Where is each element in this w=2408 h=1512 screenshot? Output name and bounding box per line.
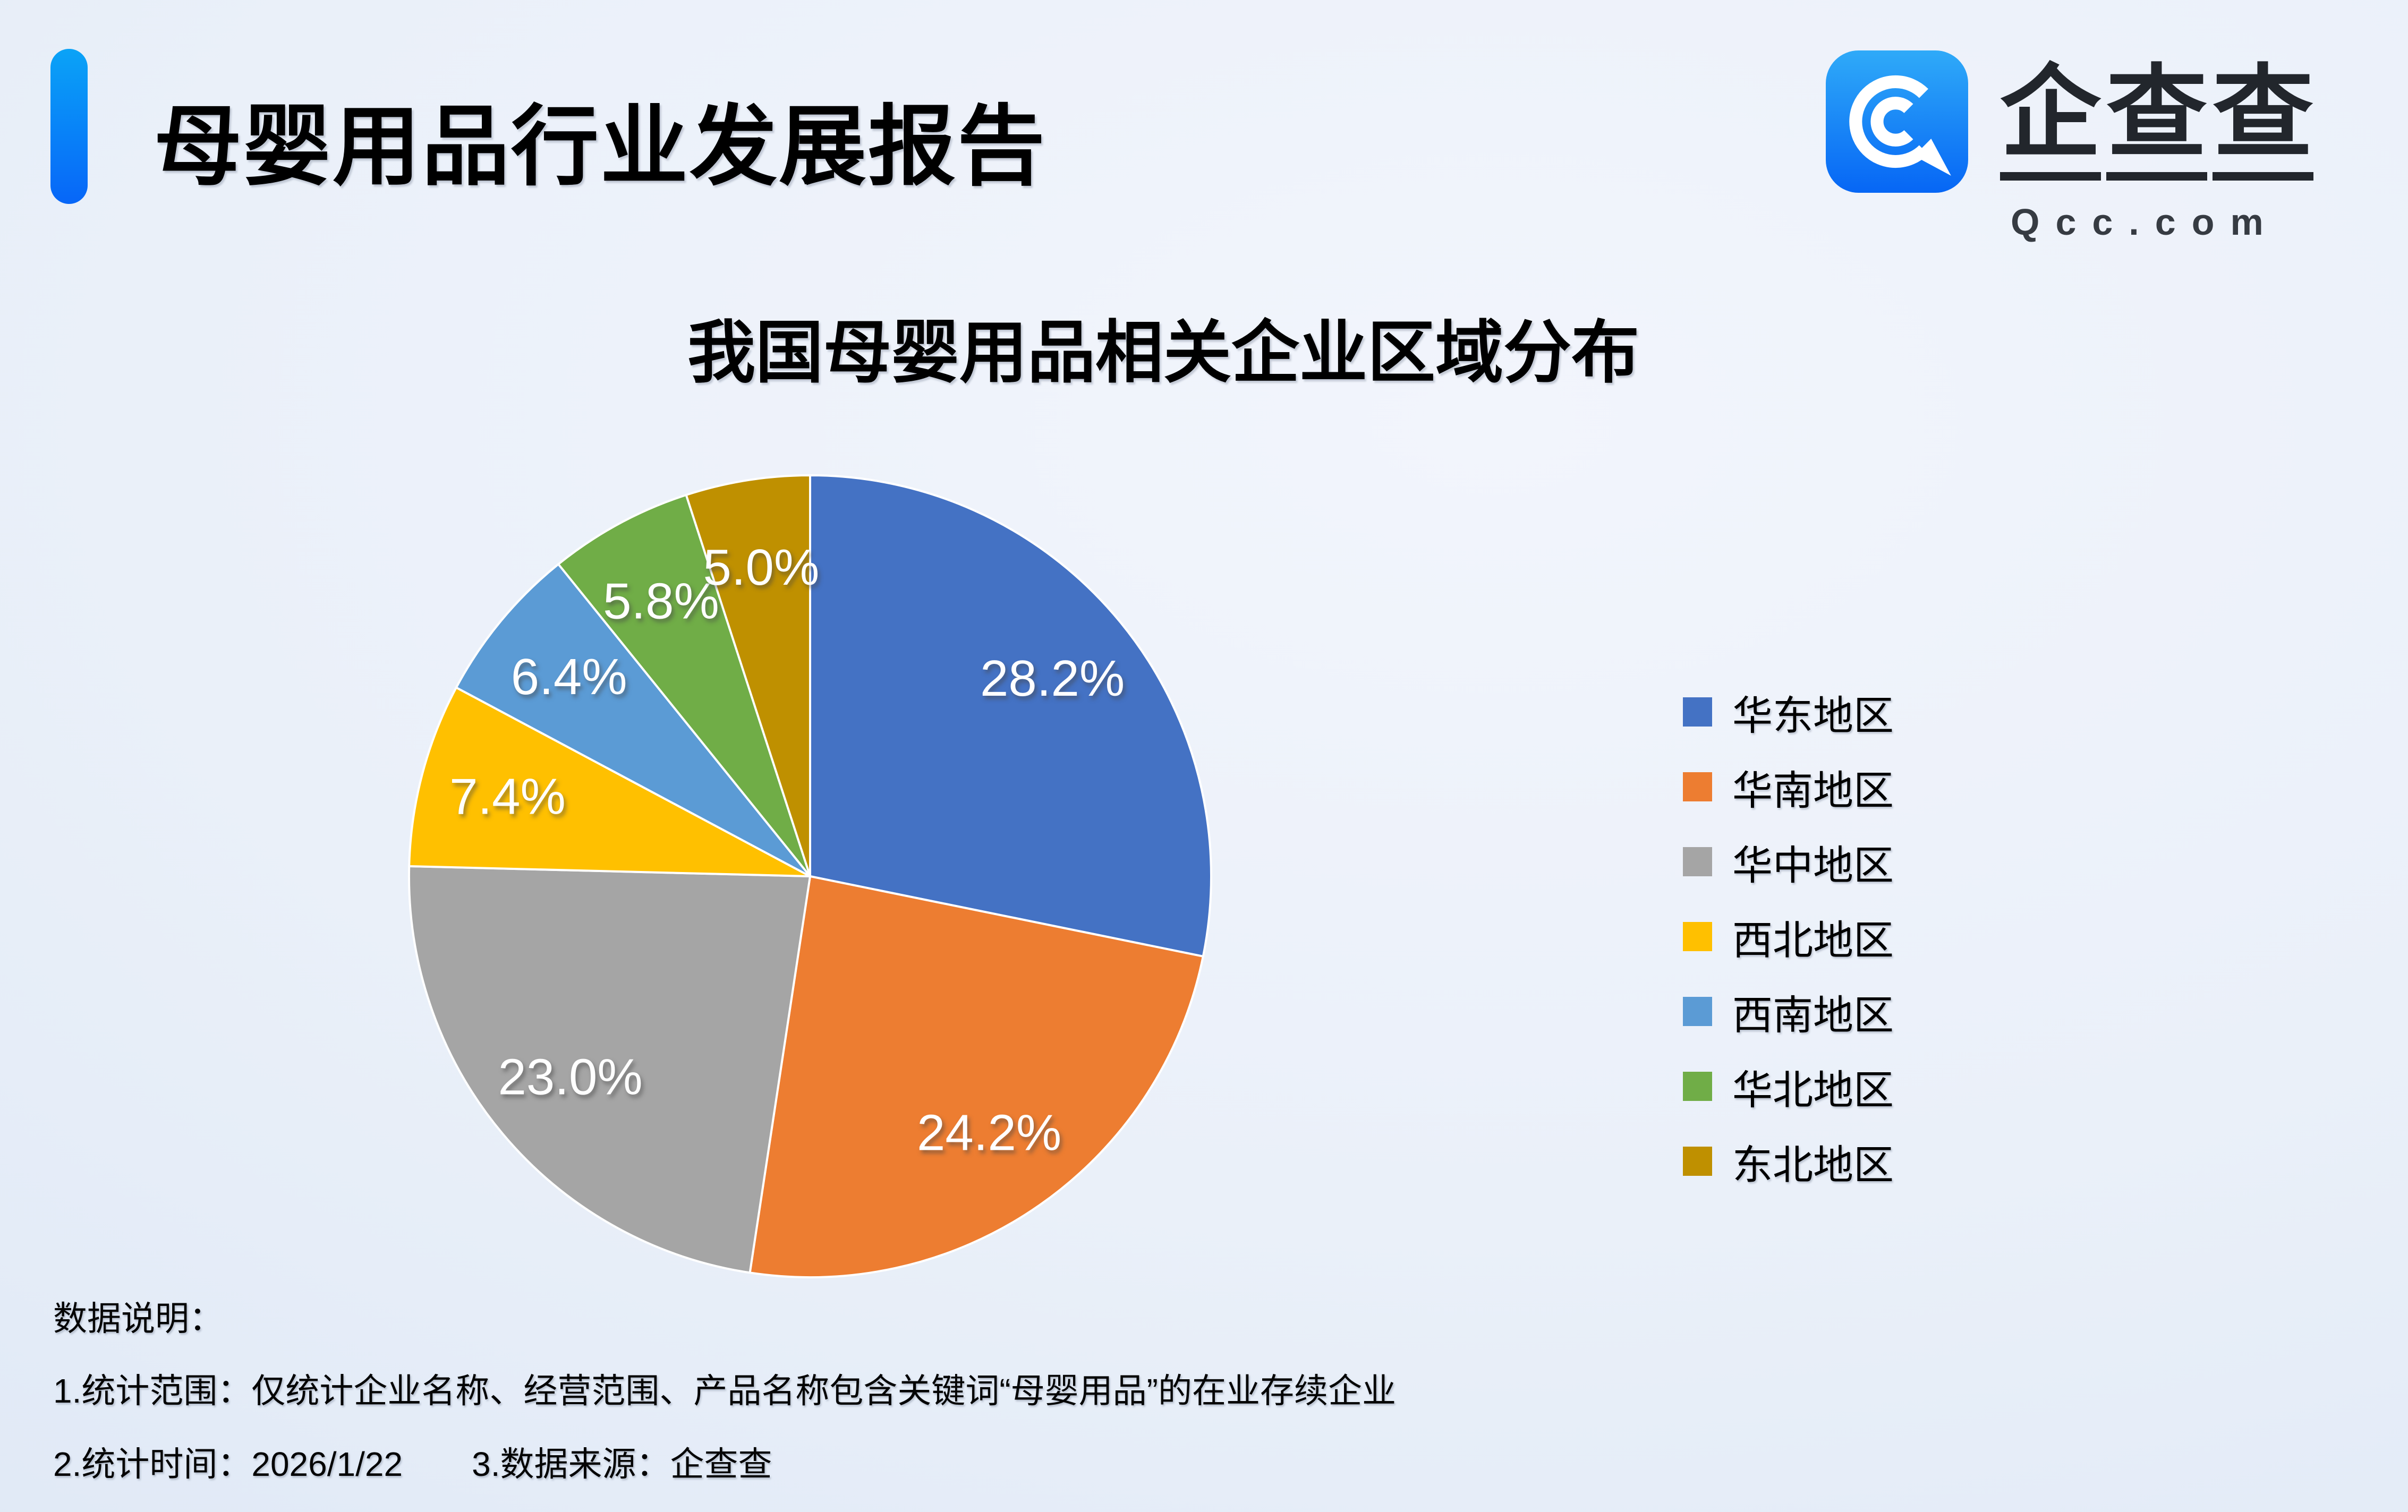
pie-label-4: 7.4% xyxy=(449,768,566,825)
page-title: 母婴用品行业发展报告 xyxy=(154,98,1046,195)
legend-item-3: 华中地区 xyxy=(1683,824,1894,899)
brand-name: 企查查 xyxy=(2000,63,2319,181)
legend-label: 华南地区 xyxy=(1732,768,1894,814)
brand-domain: Qcc.com xyxy=(2011,201,2279,243)
legend-swatch xyxy=(1683,772,1712,801)
brand-name-char: 查 xyxy=(2213,63,2314,181)
footer-note-2a: 2.统计时间：2026/1/22 xyxy=(53,1445,403,1483)
legend-swatch xyxy=(1683,1072,1712,1101)
brand-name-char: 企 xyxy=(2000,63,2101,181)
footer-heading: 数据说明： xyxy=(53,1300,223,1338)
pie-slice-5 xyxy=(455,563,811,877)
pie-slice-3 xyxy=(407,865,811,1274)
pie-label-7: 5.0% xyxy=(703,539,819,596)
footer-note-2b: 3.数据来源：企查查 xyxy=(472,1445,772,1483)
brand-name-char: 查 xyxy=(2106,63,2208,181)
pie-slice-2 xyxy=(748,875,1204,1278)
pie-chart: 28.2% 24.2% 23.0% 7.4% 6.4% 5.8%5.0% xyxy=(407,474,1212,1278)
legend-swatch xyxy=(1683,1147,1712,1176)
qcc-logo-icon xyxy=(1826,50,1968,193)
legend-swatch xyxy=(1683,922,1712,951)
pie-label-2: 24.2% xyxy=(917,1104,1061,1161)
chart-title: 我国母婴用品相关企业区域分布 xyxy=(687,315,1639,391)
pie-slice-4 xyxy=(408,686,811,877)
legend-item-5: 西南地区 xyxy=(1683,974,1894,1049)
legend-swatch xyxy=(1683,997,1712,1026)
pie-label-5: 6.4% xyxy=(511,648,627,705)
legend-item-2: 华南地区 xyxy=(1683,749,1894,824)
legend-item-1: 华东地区 xyxy=(1683,674,1894,749)
footer-note-1: 1.统计范围：仅统计企业名称、经营范围、产品名称包含关键词“母婴用品”的在业存续… xyxy=(53,1372,1396,1410)
chart-legend: 华东地区华南地区华中地区西北地区西南地区华北地区东北地区 xyxy=(1683,674,1894,1199)
legend-label: 华中地区 xyxy=(1732,843,1894,889)
pie-label-3: 23.0% xyxy=(498,1049,642,1106)
legend-item-4: 西北地区 xyxy=(1683,899,1894,974)
legend-item-7: 东北地区 xyxy=(1683,1124,1894,1199)
pie-slice-7 xyxy=(685,474,811,877)
legend-label: 西北地区 xyxy=(1732,918,1894,963)
legend-label: 华东地区 xyxy=(1732,693,1894,739)
legend-label: 西南地区 xyxy=(1732,993,1894,1038)
title-accent-bar xyxy=(50,49,88,204)
footer-note-2: 2.统计时间：2026/1/22 3.数据来源：企查查 xyxy=(53,1437,772,1486)
legend-swatch xyxy=(1683,847,1712,876)
legend-label: 东北地区 xyxy=(1732,1142,1894,1188)
pie-slice-1 xyxy=(809,474,1212,958)
legend-swatch xyxy=(1683,697,1712,727)
legend-item-6: 华北地区 xyxy=(1683,1049,1894,1124)
pie-slice-6 xyxy=(557,494,811,877)
pie-label-6: 5.8% xyxy=(603,573,719,630)
legend-label: 华北地区 xyxy=(1732,1067,1894,1113)
pie-label-1: 28.2% xyxy=(980,650,1125,707)
